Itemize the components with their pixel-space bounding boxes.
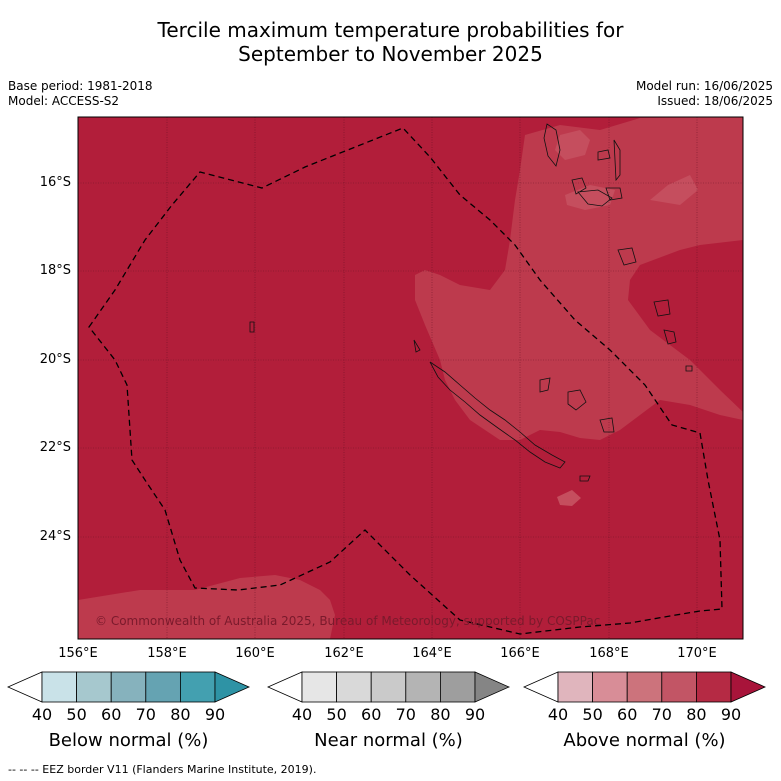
colorbar-segment xyxy=(76,671,112,703)
lon-label: 168°E xyxy=(589,646,629,661)
colorbar-tick-label: 60 xyxy=(361,705,382,724)
eez-border xyxy=(88,127,723,635)
colorbar-tick-label: 70 xyxy=(135,705,156,724)
lon-label: 166°E xyxy=(500,646,540,661)
lighter-sw-spot xyxy=(650,175,698,205)
colorbar-segment xyxy=(301,671,337,703)
colorbar-segment xyxy=(405,671,441,703)
lon-label: 170°E xyxy=(677,646,717,661)
colorbar-tip-high xyxy=(730,671,766,703)
colorbar-segment xyxy=(179,671,216,703)
lat-label: 22°S xyxy=(39,440,71,455)
new-caledonia-main xyxy=(429,361,566,469)
lighter-spot xyxy=(555,130,590,160)
lighter-spot-3 xyxy=(557,490,581,506)
lon-label: 162°E xyxy=(324,646,364,661)
title-line-1: Tercile maximum temperature probabilitie… xyxy=(157,18,624,42)
colorbar-tick-label: 90 xyxy=(720,705,742,724)
colorbar-segment xyxy=(626,671,663,703)
colorbar-tick-label: 70 xyxy=(395,705,416,724)
base-period: Base period: 1981-2018 xyxy=(8,79,153,93)
colorbar-tick-label: 50 xyxy=(66,705,87,724)
colorbar-title: Above normal (%) xyxy=(563,730,726,751)
colorbar-tick-label: 90 xyxy=(204,705,226,724)
lat-label: 24°S xyxy=(39,529,71,544)
colorbar-segment xyxy=(661,671,697,703)
model-name: Model: ACCESS-S2 xyxy=(8,94,120,108)
meta-right: Model run: 16/06/2025 Issued: 18/06/2025 xyxy=(636,79,773,109)
colorbar-tick-label: 50 xyxy=(326,705,347,724)
coastlines xyxy=(249,123,693,482)
footnote: -- -- -- EEZ border V11 (Flanders Marine… xyxy=(8,763,317,776)
colorbar-tick-label: 40 xyxy=(291,705,313,724)
colorbar-segment xyxy=(336,671,372,703)
lon-label: 156°E xyxy=(58,646,98,661)
colorbar-tip-high xyxy=(474,671,510,703)
colorbar-tip-low xyxy=(267,671,303,703)
colorbar-tip-high xyxy=(214,671,250,703)
model-run: Model run: 16/06/2025 xyxy=(635,79,773,93)
meta-left: Base period: 1981-2018 Model: ACCESS-S2 xyxy=(8,79,153,109)
colorbar-tip-low xyxy=(523,671,559,703)
colorbar-segment xyxy=(41,671,77,703)
lat-label: 18°S xyxy=(39,263,71,278)
lat-label: 20°S xyxy=(39,352,71,367)
vanuatu-espiritu xyxy=(543,123,561,167)
lon-label: 164°E xyxy=(412,646,452,661)
colorbar-segment xyxy=(696,671,732,703)
vanuatu-islands xyxy=(571,139,693,372)
colorbar-segment xyxy=(370,671,407,703)
colorbar-tick-label: 80 xyxy=(686,705,707,724)
small-islets xyxy=(413,339,591,482)
colorbar-segment xyxy=(439,671,476,703)
colorbar-tip-low xyxy=(7,671,43,703)
map-border xyxy=(77,116,744,640)
colorbar-segment xyxy=(557,671,593,703)
colorbar-tick-label: 80 xyxy=(170,705,191,724)
colorbar-tick-label: 60 xyxy=(101,705,122,724)
colorbar-tick-label: 40 xyxy=(547,705,569,724)
colorbar-segment xyxy=(145,671,181,703)
gridlines xyxy=(78,117,743,639)
lighter-south-region xyxy=(78,575,335,639)
loyalty-islands xyxy=(539,377,615,433)
colorbar-tick-label: 70 xyxy=(651,705,672,724)
colorbars xyxy=(7,671,766,703)
colorbar-tick-label: 80 xyxy=(430,705,451,724)
lat-label: 16°S xyxy=(39,175,71,190)
colorbar-title: Below normal (%) xyxy=(48,730,209,751)
lon-label: 160°E xyxy=(235,646,275,661)
chesterfield xyxy=(249,321,255,333)
colorbar-tick-label: 40 xyxy=(31,705,53,724)
lighter-spot-2 xyxy=(565,185,615,210)
colorbar-tick-label: 60 xyxy=(617,705,638,724)
colorbar-tick-label: 90 xyxy=(464,705,486,724)
colorbar-title: Near normal (%) xyxy=(314,730,463,751)
chart-title: Tercile maximum temperature probabilitie… xyxy=(0,18,781,66)
copyright-text: © Commonwealth of Australia 2025, Bureau… xyxy=(95,614,601,628)
issued-date: Issued: 18/06/2025 xyxy=(657,94,773,108)
lon-label: 158°E xyxy=(147,646,187,661)
colorbar-segment xyxy=(592,671,628,703)
title-line-2: September to November 2025 xyxy=(238,42,543,66)
colorbar-tick-label: 50 xyxy=(582,705,603,724)
colorbar-segment xyxy=(110,671,147,703)
